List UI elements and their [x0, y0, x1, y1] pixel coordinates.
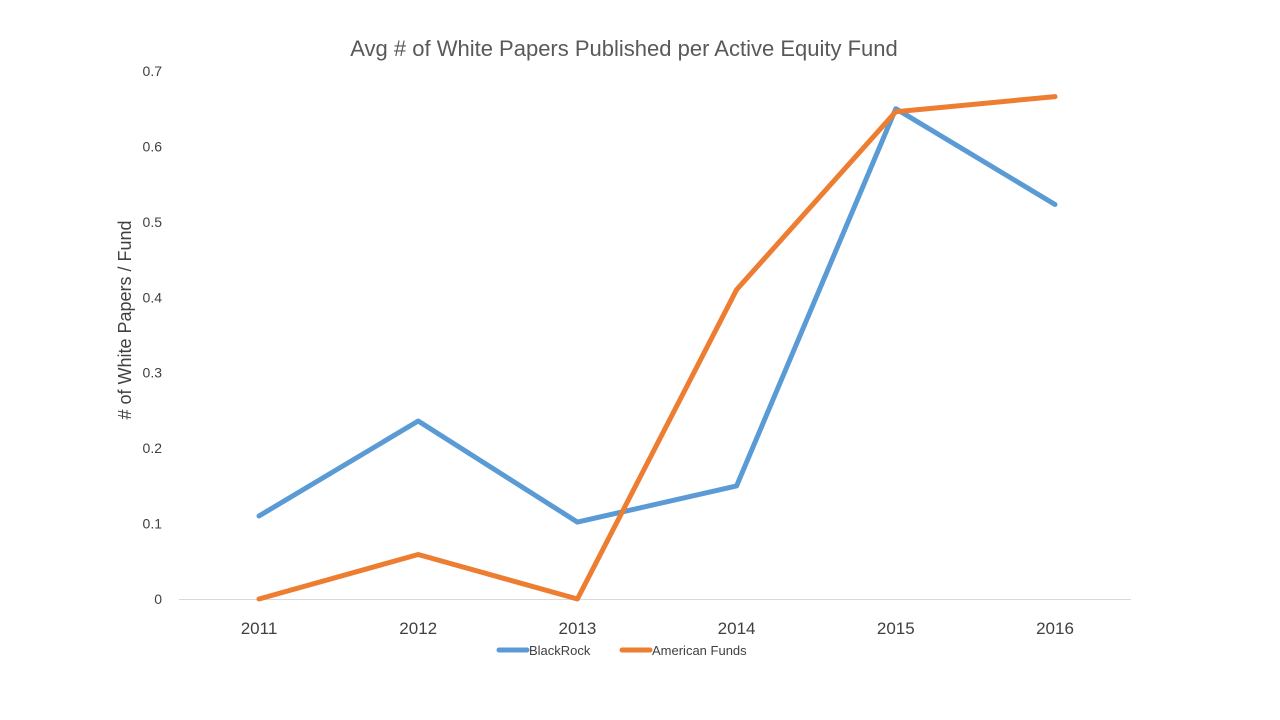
y-axis-ticks: 0 0.1 0.2 0.3 0.4 0.5 0.6 0.7	[143, 63, 163, 607]
y-tick-label: 0.4	[143, 289, 163, 305]
chart-title: Avg # of White Papers Published per Acti…	[350, 36, 897, 61]
x-tick-label: 2014	[718, 619, 756, 638]
y-tick-label: 0	[154, 591, 162, 607]
x-tick-label: 2013	[558, 619, 596, 638]
y-tick-label: 0.3	[143, 365, 163, 381]
series-line-american-funds	[256, 94, 1058, 602]
x-tick-label: 2011	[241, 619, 278, 638]
legend: BlackRock American Funds	[496, 643, 747, 658]
y-axis-label: # of White Papers / Fund	[115, 220, 135, 419]
x-tick-label: 2016	[1036, 619, 1074, 638]
y-tick-label: 0.7	[143, 63, 163, 79]
y-tick-label: 0.5	[143, 214, 163, 230]
y-tick-label: 0.6	[143, 138, 163, 154]
series-line-blackrock	[256, 106, 1058, 525]
legend-label-american-funds: American Funds	[652, 643, 747, 658]
x-axis-ticks: 2011 2012 2013 2014 2015 2016	[241, 619, 1074, 638]
legend-label-blackrock: BlackRock	[529, 643, 591, 658]
y-tick-label: 0.1	[143, 516, 163, 532]
series-lines	[256, 94, 1058, 602]
y-tick-label: 0.2	[143, 440, 163, 456]
x-tick-label: 2012	[399, 619, 437, 638]
x-tick-label: 2015	[877, 619, 915, 638]
